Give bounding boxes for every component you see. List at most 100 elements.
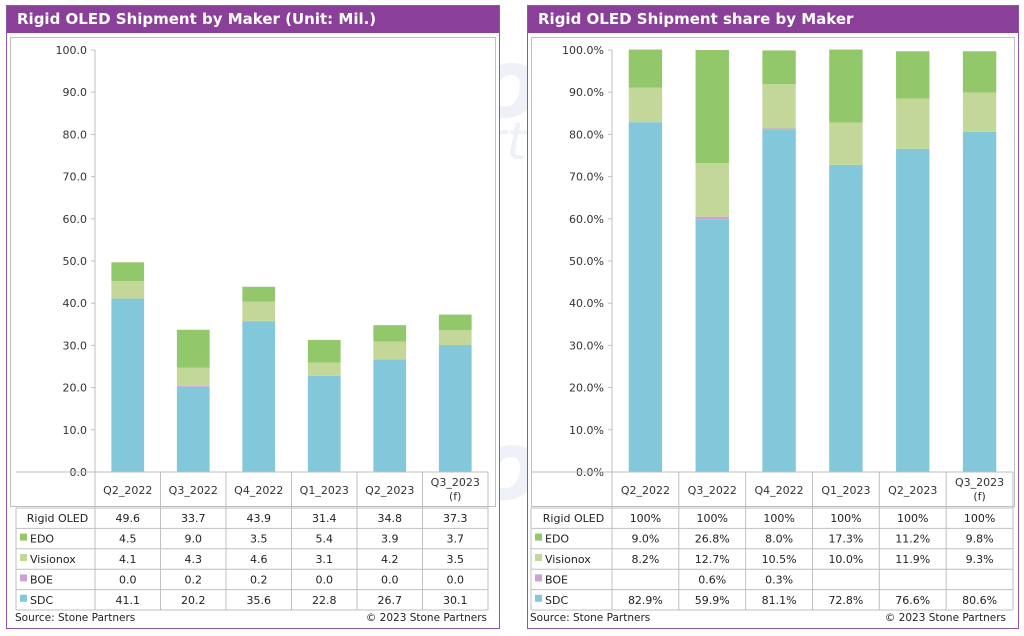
- bar-edo-q2-2022: [628, 49, 663, 88]
- legend-swatch-visionox: [20, 554, 27, 561]
- y-tick-label: 70.0%: [569, 171, 604, 184]
- bar-sdc-q1-2023: [829, 164, 863, 472]
- y-tick-label: 90.0: [63, 86, 88, 99]
- bar-edo-q4-2022: [762, 50, 796, 85]
- bar-edo-q3-2022: [695, 50, 729, 164]
- table-cell: 43.9: [247, 512, 272, 525]
- y-tick-label: 40.0: [63, 297, 88, 310]
- chart-plot-frame: [10, 37, 496, 507]
- table-cell: 0.0: [316, 573, 334, 586]
- table-cell: 100%: [964, 512, 995, 525]
- table-cell: 59.9%: [695, 594, 730, 607]
- legend-label: SDC: [545, 594, 568, 607]
- table-cell: 9.0: [185, 533, 203, 546]
- table-cell: 3.5: [250, 533, 268, 546]
- x-category-label: Q2_2023: [365, 484, 414, 497]
- table-cell: 35.6: [247, 594, 272, 607]
- y-tick-label: 80.0%: [569, 128, 604, 141]
- legend-label: BOE: [545, 573, 568, 586]
- bar-sdc-q2-2023: [896, 148, 930, 473]
- bar-edo-q2-2023: [373, 325, 407, 342]
- bar-sdc-q3-2023-f-: [438, 344, 472, 472]
- y-tick-label: 10.0: [63, 424, 88, 437]
- table-cell: 80.6%: [962, 594, 997, 607]
- bar-visionox-q3-2022: [695, 163, 729, 217]
- table-cell: 22.8: [312, 594, 337, 607]
- y-tick-label: 20.0%: [569, 382, 604, 395]
- share-chart: 0.0%10.0%20.0%30.0%40.0%50.0%60.0%70.0%8…: [530, 44, 1014, 611]
- y-tick-label: 90.0%: [569, 86, 604, 99]
- y-tick-label: 80.0: [63, 128, 88, 141]
- bar-sdc-q4-2022: [242, 321, 276, 472]
- table-cell: 0.0: [381, 573, 399, 586]
- table-cell: 31.4: [312, 512, 337, 525]
- y-tick-label: 60.0: [63, 213, 88, 226]
- chart-title: Rigid OLED Shipment share by Maker: [528, 6, 1018, 33]
- copyright-note: © 2023 Stone Partners: [884, 612, 1006, 624]
- share-chart-panel: Rigid OLED Shipment share by Maker 0.0% 1…: [527, 5, 1019, 629]
- table-cell: 4.1: [119, 553, 137, 566]
- legend-label: BOE: [30, 573, 53, 586]
- x-category-label: Q4_2022: [234, 484, 283, 497]
- table-cell: 100%: [763, 512, 794, 525]
- row-label: Rigid OLED: [543, 512, 604, 525]
- table-cell: 4.6: [250, 553, 268, 566]
- table-cell: 8.0%: [765, 533, 793, 546]
- legend-swatch-sdc: [20, 594, 27, 602]
- table-cell: 41.1: [116, 594, 141, 607]
- x-category-label: Q2_2023: [888, 484, 937, 497]
- legend-swatch-edo: [535, 533, 542, 541]
- legend-label: EDO: [30, 533, 54, 546]
- copyright-note: © 2023 Stone Partners: [365, 612, 487, 624]
- table-cell: 9.3%: [966, 553, 994, 566]
- y-tick-label: 50.0: [63, 255, 88, 268]
- table-cell: 34.8: [378, 512, 403, 525]
- table-cell: 4.5: [119, 533, 137, 546]
- bar-edo-q4-2022: [242, 286, 276, 302]
- table-cell: 100%: [897, 512, 928, 525]
- table-cell: 10.5%: [762, 553, 797, 566]
- source-note: Source: Stone Partners: [530, 612, 651, 624]
- table-cell: 37.3: [443, 512, 468, 525]
- x-category-label-suffix: (f): [973, 490, 985, 503]
- table-cell: 11.9%: [895, 553, 930, 566]
- table-cell: 5.4: [316, 533, 334, 546]
- bar-edo-q3-2022: [176, 329, 210, 368]
- bar-sdc-q2-2022: [111, 298, 145, 472]
- table-cell: 3.1: [316, 553, 334, 566]
- x-category-label: Q2_2022: [621, 484, 670, 497]
- bar-sdc-q3-2022: [176, 386, 210, 472]
- bar-sdc-q1-2023: [307, 375, 341, 472]
- table-cell: 17.3%: [828, 533, 863, 546]
- bar-sdc-q2-2023: [373, 359, 407, 472]
- table-cell: 76.6%: [895, 594, 930, 607]
- x-category-label: Q2_2022: [103, 484, 152, 497]
- table-cell: 26.7: [378, 594, 403, 607]
- chart-plot-frame: [531, 37, 1015, 507]
- legend-label: Visionox: [30, 553, 76, 566]
- bar-edo-q2-2023: [896, 51, 930, 99]
- y-tick-label: 60.0%: [569, 213, 604, 226]
- table-cell: 0.6%: [698, 573, 726, 586]
- table-cell: 9.8%: [966, 533, 994, 546]
- y-tick-label: 30.0: [63, 339, 88, 352]
- bar-boe-q4-2022: [762, 128, 796, 130]
- table-cell: 12.7%: [695, 553, 730, 566]
- table-cell: 33.7: [181, 512, 206, 525]
- table-cell: 3.5: [447, 553, 465, 566]
- bar-boe-q4-2022: [242, 320, 276, 322]
- bar-edo-q3-2023-f-: [962, 51, 997, 93]
- bar-boe-q3-2022: [176, 385, 210, 387]
- y-tick-label: 100.0%: [562, 44, 604, 57]
- bar-visionox-q2-2022: [111, 281, 145, 299]
- y-tick-label: 40.0%: [569, 297, 604, 310]
- y-tick-label: 30.0%: [569, 339, 604, 352]
- table-cell: 0.2: [250, 573, 268, 586]
- bar-visionox-q1-2023: [307, 362, 341, 376]
- bar-sdc-q2-2022: [628, 122, 663, 473]
- y-tick-label: 100.0: [56, 44, 88, 57]
- chart-title: Rigid OLED Shipment by Maker (Unit: Mil.…: [7, 6, 499, 33]
- table-cell: 100%: [830, 512, 861, 525]
- table-cell: 9.0%: [631, 533, 659, 546]
- bar-visionox-q3-2022: [176, 367, 210, 386]
